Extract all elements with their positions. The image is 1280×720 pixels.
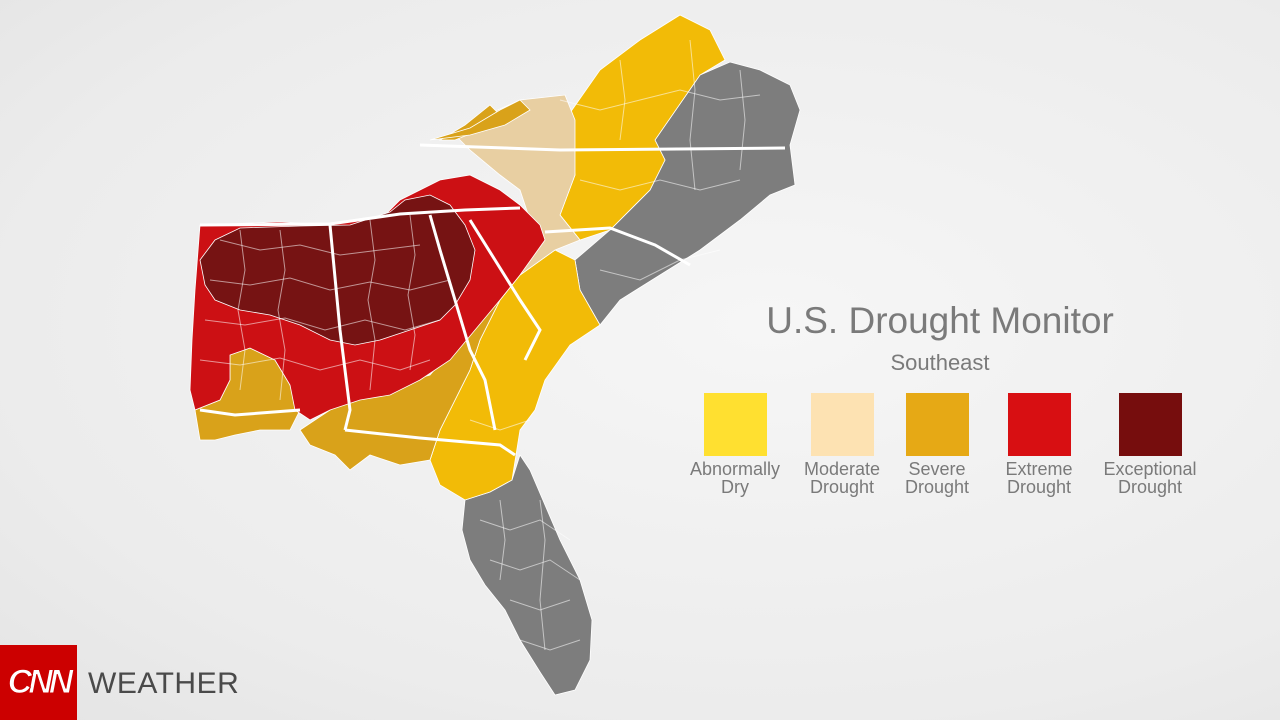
cnn-weather-branding: CNN WEATHER bbox=[0, 645, 260, 720]
cnn-logo-text: CNN bbox=[7, 663, 74, 702]
map-regions bbox=[189, 14, 801, 696]
border-ky-tn bbox=[199, 206, 521, 227]
region-severe-kentucky bbox=[429, 99, 531, 141]
legend: Abnormally Dry Moderate Drought Severe D… bbox=[680, 393, 1220, 503]
legend-item-moderate-drought: Moderate Drought bbox=[787, 393, 897, 496]
legend-swatch bbox=[703, 393, 767, 456]
legend-label: Extreme Drought bbox=[1005, 459, 1073, 497]
border-ms-la bbox=[199, 408, 301, 417]
legend-item-abnormally-dry: Abnormally Dry bbox=[680, 393, 790, 496]
state-borders bbox=[199, 143, 786, 457]
legend-item-extreme-drought: Extreme Drought bbox=[984, 393, 1094, 496]
legend-item-exceptional-drought: Exceptional Drought bbox=[1095, 393, 1205, 496]
border-va-nc bbox=[419, 143, 786, 152]
legend-label: Exceptional Drought bbox=[1103, 459, 1197, 497]
county-lines bbox=[199, 39, 761, 651]
legend-label: Moderate Drought bbox=[803, 459, 881, 497]
legend-swatch bbox=[1118, 393, 1182, 456]
border-nc-sc bbox=[544, 226, 691, 267]
legend-label: Abnormally Dry bbox=[689, 459, 781, 497]
legend-swatch bbox=[810, 393, 874, 456]
legend-swatch bbox=[905, 393, 969, 456]
border-ms-al bbox=[328, 224, 352, 431]
weather-wordmark: WEATHER bbox=[88, 667, 240, 700]
border-ga-sc bbox=[468, 219, 542, 361]
border-fl bbox=[344, 428, 516, 457]
cnn-logo: CNN bbox=[0, 645, 77, 720]
region-none-florida bbox=[461, 454, 593, 696]
legend-label: Severe Drought bbox=[904, 459, 970, 497]
map-title: U.S. Drought Monitor bbox=[766, 300, 1114, 341]
legend-item-severe-drought: Severe Drought bbox=[882, 393, 992, 496]
border-al-ga bbox=[428, 214, 497, 431]
map-subtitle: Southeast bbox=[890, 350, 990, 375]
legend-swatch bbox=[1007, 393, 1071, 456]
region-exceptional bbox=[199, 194, 476, 346]
